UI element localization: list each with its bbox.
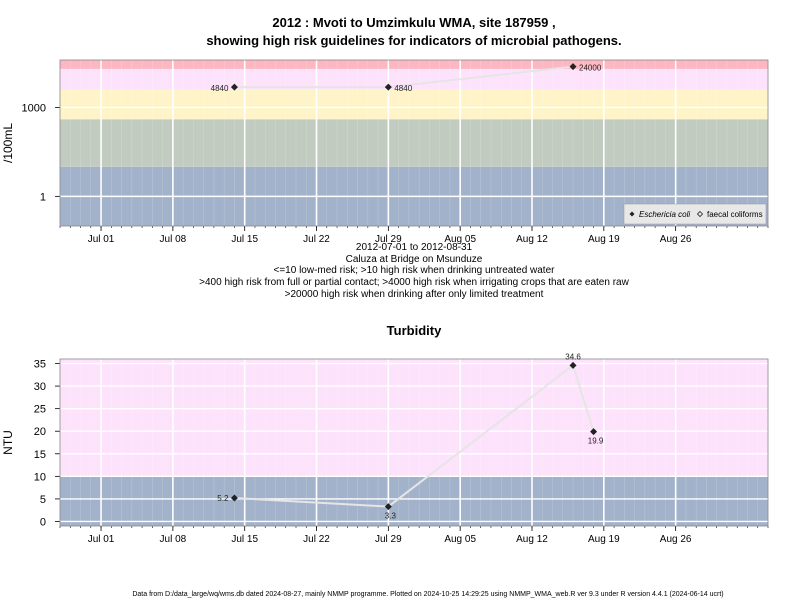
y-tick-label: 30 [34,381,46,393]
x-tick-label: Aug 12 [516,534,548,545]
legend-box [623,203,767,225]
y-tick-label: 1 [40,191,46,203]
legend-entry: Eschericia coli [639,210,690,219]
data-label: 4840 [394,84,412,93]
caption-guideline-3: >20000 high risk when drinking after onl… [285,289,544,300]
y-tick-label: 1000 [22,102,46,114]
x-tick-label: Jul 01 [88,234,115,245]
chart-title-line1: 2012 : Mvoti to Umzimkulu WMA, site 1879… [272,15,555,30]
legend-marker [629,211,635,217]
turbidity-panel: Jul 01 Jul 08 Jul 15 Jul 22 Jul 29 Aug 05 Aug … [1,352,769,545]
risk-band [60,89,768,120]
risk-band [60,359,768,477]
data-label: 24000 [579,64,602,73]
x-tick-label: Aug 12 [516,234,548,245]
legend-marker [696,210,704,218]
data-label: 5.2 [217,494,229,503]
x-tick-label: Aug 05 [444,534,476,545]
plot-frame [59,358,769,527]
data-label: 4840 [211,84,229,93]
x-tick-label: Jul 15 [231,534,258,545]
y-axis-label: NTU [1,430,15,455]
caption-guideline-2: >400 high risk from full or partial cont… [199,277,629,288]
x-tick-label: Aug 05 [444,234,476,245]
plot-frame [59,59,769,227]
y-tick-label: 35 [34,359,46,371]
x-tick-label: Jul 15 [231,234,258,245]
x-tick-label: Jul 29 [375,534,402,545]
x-tick-label: Jul 22 [303,534,330,545]
x-tick-label: Aug 19 [588,534,620,545]
caption-guideline-1: <=10 low-med risk; >10 high risk when dr… [274,265,556,276]
x-tick-label: Jul 29 [375,234,402,245]
legend-entry: faecal coliforms [707,210,763,219]
data-label: 34.6 [565,352,581,361]
x-tick-label: Aug 26 [660,534,692,545]
risk-band [60,68,768,90]
x-tick-label: Aug 26 [660,234,692,245]
caption-date-range: 2012-07-01 to 2012-08-31 [356,242,473,253]
risk-band [60,119,768,167]
data-point [590,428,598,436]
data-point [384,503,392,511]
x-tick-label: Jul 22 [303,234,330,245]
footer-note: Data from D:/data_large/wq/wms.db dated … [132,591,723,598]
risk-band [60,60,768,69]
y-tick-label: 15 [34,449,46,461]
data-point [569,361,577,369]
series-line [234,363,595,508]
data-label: 19.9 [588,437,604,446]
x-tick-label: Aug 19 [588,234,620,245]
caption-site: Caluza at Bridge on Msunduze [346,254,483,265]
y-tick-label: 5 [40,494,46,506]
x-tick-label: Jul 01 [88,534,115,545]
chart-title-line2: showing high risk guidelines for indicat… [206,33,621,48]
ecoli-panel: Jul 01 Jul 08 Jul 15 Jul 22 Jul 29 Aug 05 Aug … [1,59,769,245]
y-tick-label: 25 [34,404,46,416]
y-tick-label: 10 [34,471,46,483]
y-axis-label: /100mL [1,123,15,163]
data-label: 3.3 [385,512,397,521]
x-tick-label: Jul 08 [160,534,187,545]
data-point [230,494,238,502]
data-point [384,83,392,91]
turbidity-title: Turbidity [387,323,442,338]
data-point [569,63,577,71]
y-tick-label: 20 [34,426,46,438]
data-point [230,83,238,91]
y-tick-label: 0 [40,516,46,528]
x-tick-label: Jul 08 [160,234,187,245]
risk-band [60,476,768,526]
